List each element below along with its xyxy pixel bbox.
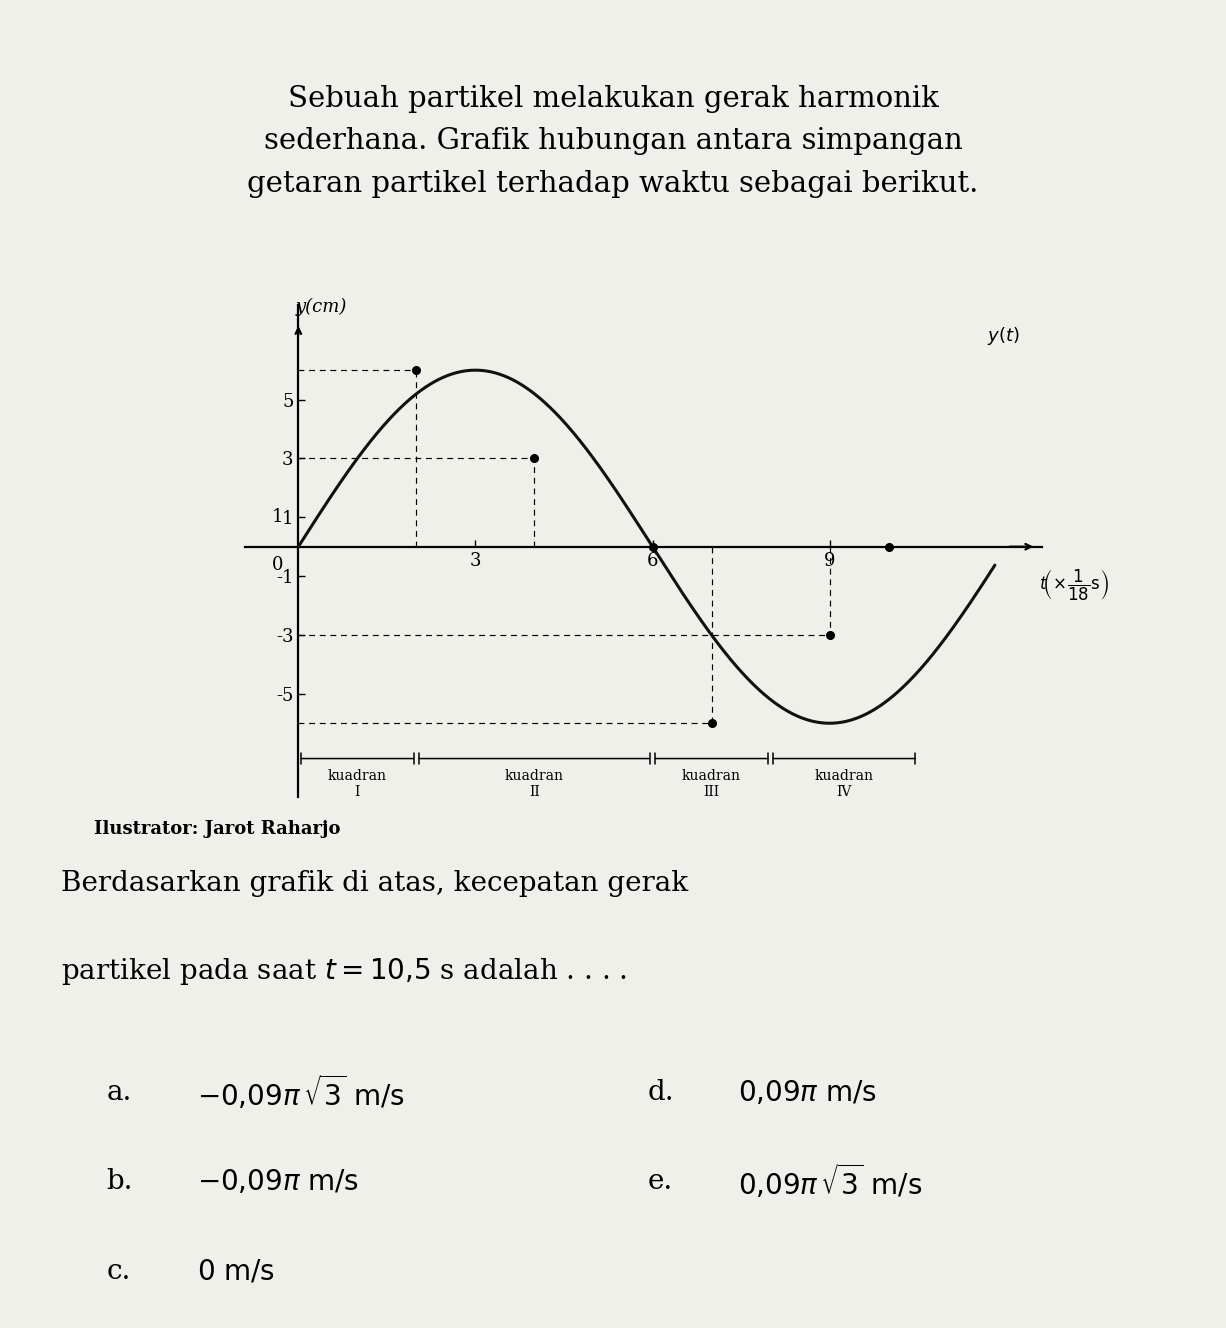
Text: $y(t)$: $y(t)$ <box>987 324 1020 347</box>
Text: Ilustrator: Jarot Raharjo: Ilustrator: Jarot Raharjo <box>94 819 341 838</box>
Text: IV: IV <box>836 785 852 799</box>
Text: e.: e. <box>647 1169 673 1195</box>
Text: II: II <box>530 785 539 799</box>
Text: c.: c. <box>107 1258 131 1284</box>
Text: b.: b. <box>107 1169 132 1195</box>
Text: kuadran: kuadran <box>815 769 874 782</box>
Text: $0{,}09\pi$ m/s: $0{,}09\pi$ m/s <box>738 1078 877 1106</box>
Text: partikel pada saat $t = 10{,}5$ s adalah . . . .: partikel pada saat $t = 10{,}5$ s adalah… <box>61 956 628 987</box>
Text: d.: d. <box>647 1080 674 1106</box>
Text: III: III <box>704 785 720 799</box>
Text: kuadran: kuadran <box>682 769 741 782</box>
Text: a.: a. <box>107 1080 131 1106</box>
Text: $t\!\left(\!\times\!\dfrac{1}{18}\mathrm{s}\right)$: $t\!\left(\!\times\!\dfrac{1}{18}\mathrm… <box>1040 567 1110 603</box>
Text: 0: 0 <box>272 555 283 574</box>
Text: y(cm): y(cm) <box>295 297 347 316</box>
Text: $-0{,}09\pi$ m/s: $-0{,}09\pi$ m/s <box>196 1167 359 1197</box>
Text: Sebuah partikel melakukan gerak harmonik
sederhana. Grafik hubungan antara simpa: Sebuah partikel melakukan gerak harmonik… <box>248 85 978 198</box>
Text: $-0{,}09\pi\,\sqrt{3}$ m/s: $-0{,}09\pi\,\sqrt{3}$ m/s <box>196 1073 405 1112</box>
Text: Berdasarkan grafik di atas, kecepatan gerak: Berdasarkan grafik di atas, kecepatan ge… <box>61 870 689 896</box>
Text: I: I <box>354 785 360 799</box>
Text: $0$ m/s: $0$ m/s <box>196 1258 275 1286</box>
Text: $0{,}09\pi\,\sqrt{3}$ m/s: $0{,}09\pi\,\sqrt{3}$ m/s <box>738 1162 922 1202</box>
Text: kuadran: kuadran <box>505 769 564 782</box>
Text: kuadran: kuadran <box>327 769 387 782</box>
Text: 1: 1 <box>272 509 283 526</box>
